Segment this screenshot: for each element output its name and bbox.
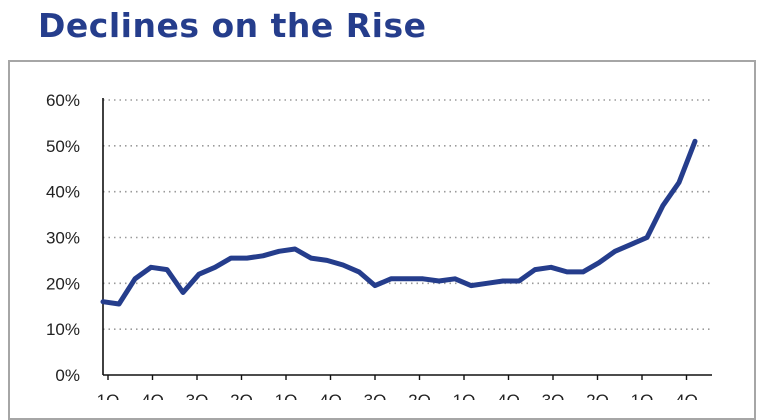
- y-tick-label: 30%: [46, 229, 80, 248]
- x-tick-label: 3Q: [186, 391, 209, 400]
- x-axis-tick-labels: 1Q 4Q 3Q 2Q 1Q 4Q 3Q 2Q 1Q 4Q 3Q 2Q 1Q 4Q: [97, 375, 698, 400]
- data-point: [293, 247, 297, 251]
- data-point: [613, 249, 617, 253]
- data-point: [373, 284, 377, 288]
- data-point: [181, 291, 185, 294]
- x-tick-label: 1Q: [631, 391, 654, 400]
- x-tick-label: 4Q: [497, 391, 520, 400]
- x-tick-label: 1Q: [97, 391, 120, 400]
- data-point: [517, 279, 521, 283]
- x-tick-label: 1Q: [453, 391, 476, 400]
- data-point: [565, 270, 569, 274]
- data-point: [101, 300, 105, 304]
- data-point: [325, 258, 329, 262]
- data-point: [405, 277, 409, 281]
- data-point: [693, 139, 697, 143]
- y-tick-label: 10%: [46, 320, 80, 339]
- data-point: [533, 268, 537, 272]
- line-chart: 0% 10% 20% 30% 40% 50% 60% 1Q 4Q 3Q 2Q 1Q 4Q 3Q 2Q 1Q 4…: [46, 91, 712, 400]
- x-tick-label: 4Q: [141, 391, 164, 400]
- x-tick-label: 2Q: [408, 391, 431, 400]
- x-tick-label: 4Q: [319, 391, 342, 400]
- data-point: [389, 277, 393, 281]
- data-point: [629, 242, 633, 246]
- data-point: [437, 279, 441, 283]
- data-point: [357, 270, 361, 274]
- data-point: [421, 277, 425, 281]
- y-tick-label: 0%: [55, 366, 80, 385]
- data-point: [469, 284, 473, 288]
- data-point: [677, 181, 681, 184]
- data-point: [117, 302, 121, 306]
- chart-title: Declines on the Rise: [38, 6, 427, 45]
- data-point: [581, 270, 585, 274]
- data-point: [149, 265, 153, 269]
- series-layer: [100, 138, 698, 307]
- y-tick-label: 50%: [46, 137, 80, 156]
- data-point: [309, 256, 313, 260]
- data-point: [485, 281, 489, 285]
- y-tick-label: 60%: [46, 91, 80, 110]
- data-point: [597, 261, 601, 265]
- data-point: [133, 277, 137, 281]
- data-point: [645, 236, 649, 239]
- gridlines: [103, 99, 712, 330]
- data-point: [549, 265, 553, 269]
- x-tick-label: 2Q: [230, 391, 253, 400]
- axes: [102, 98, 712, 376]
- data-point: [197, 272, 201, 276]
- data-point: [501, 279, 505, 283]
- data-point: [277, 249, 281, 253]
- x-tick-label: 3Q: [542, 391, 565, 400]
- data-point: [453, 277, 457, 281]
- data-point: [165, 268, 169, 272]
- data-point: [661, 203, 665, 207]
- x-tick-label: 1Q: [275, 391, 298, 400]
- series-line: [100, 138, 698, 307]
- data-point: [229, 256, 233, 260]
- x-tick-label: 3Q: [364, 391, 387, 400]
- y-tick-label: 20%: [46, 274, 80, 293]
- y-axis-tick-labels: 0% 10% 20% 30% 40% 50% 60%: [46, 91, 80, 385]
- data-point: [261, 254, 265, 258]
- data-point: [245, 256, 249, 260]
- x-tick-label: 2Q: [586, 391, 609, 400]
- data-point: [213, 265, 217, 269]
- y-tick-label: 40%: [46, 183, 80, 202]
- x-tick-label: 4Q: [675, 391, 698, 400]
- data-point: [341, 263, 345, 267]
